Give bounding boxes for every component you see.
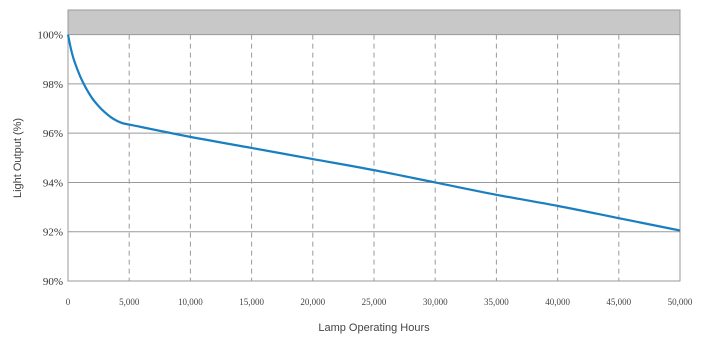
x-tick-label: 45,000	[606, 297, 631, 307]
shaded-band	[68, 10, 680, 35]
y-tick-label: 96%	[43, 128, 63, 140]
x-tick-label: 10,000	[178, 297, 203, 307]
x-tick-label: 25,000	[362, 297, 387, 307]
y-tick-label: 98%	[43, 79, 63, 91]
x-tick-label: 40,000	[545, 297, 570, 307]
y-tick-label: 94%	[43, 177, 63, 189]
top-band	[68, 10, 680, 35]
series-line-0	[66, 34, 681, 232]
y-axis-title: Light Output (%)	[12, 118, 24, 198]
y-tick-label: 90%	[43, 276, 63, 288]
y-tick-label: 92%	[43, 227, 63, 239]
y-axis-ticks: 90% 92% 94% 96% 98% 100%	[37, 30, 63, 288]
plot-frame	[67, 9, 681, 282]
x-tick-label: 50,000	[668, 297, 693, 307]
y-tick-label: 100%	[37, 30, 63, 42]
plot-border	[67, 9, 681, 282]
x-tick-label: 20,000	[300, 297, 325, 307]
x-tick-label: 30,000	[423, 297, 448, 307]
series-layer	[66, 34, 681, 232]
x-axis-title: Lamp Operating Hours	[318, 322, 430, 334]
x-axis-ticks: 0 5,000 10,000 15,000 20,000 25,000 30,000 35,0…	[66, 297, 693, 307]
x-tick-label: 15,000	[239, 297, 264, 307]
grid	[68, 34, 680, 281]
x-tick-label: 35,000	[484, 297, 509, 307]
x-tick-label: 0	[66, 297, 71, 307]
x-tick-label: 5,000	[119, 297, 140, 307]
